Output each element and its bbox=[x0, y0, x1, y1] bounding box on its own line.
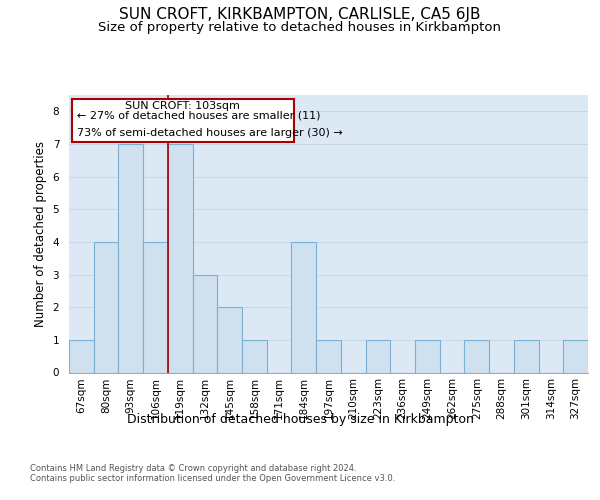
Bar bbox=[193, 274, 217, 372]
Bar bbox=[168, 144, 193, 372]
Y-axis label: Number of detached properties: Number of detached properties bbox=[34, 141, 47, 327]
Bar bbox=[464, 340, 489, 372]
Bar bbox=[143, 242, 168, 372]
Bar bbox=[217, 307, 242, 372]
Bar bbox=[316, 340, 341, 372]
FancyBboxPatch shape bbox=[72, 99, 294, 142]
Text: 73% of semi-detached houses are larger (30) →: 73% of semi-detached houses are larger (… bbox=[77, 128, 343, 138]
Bar bbox=[94, 242, 118, 372]
Bar bbox=[292, 242, 316, 372]
Text: Contains public sector information licensed under the Open Government Licence v3: Contains public sector information licen… bbox=[30, 474, 395, 483]
Bar bbox=[415, 340, 440, 372]
Bar bbox=[69, 340, 94, 372]
Bar bbox=[242, 340, 267, 372]
Text: SUN CROFT, KIRKBAMPTON, CARLISLE, CA5 6JB: SUN CROFT, KIRKBAMPTON, CARLISLE, CA5 6J… bbox=[119, 8, 481, 22]
Text: SUN CROFT: 103sqm: SUN CROFT: 103sqm bbox=[125, 100, 241, 110]
Text: Size of property relative to detached houses in Kirkbampton: Size of property relative to detached ho… bbox=[98, 21, 502, 34]
Text: Distribution of detached houses by size in Kirkbampton: Distribution of detached houses by size … bbox=[127, 412, 473, 426]
Bar bbox=[118, 144, 143, 372]
Bar bbox=[563, 340, 588, 372]
Bar bbox=[514, 340, 539, 372]
Bar bbox=[365, 340, 390, 372]
Text: Contains HM Land Registry data © Crown copyright and database right 2024.: Contains HM Land Registry data © Crown c… bbox=[30, 464, 356, 473]
Text: ← 27% of detached houses are smaller (11): ← 27% of detached houses are smaller (11… bbox=[77, 110, 320, 120]
